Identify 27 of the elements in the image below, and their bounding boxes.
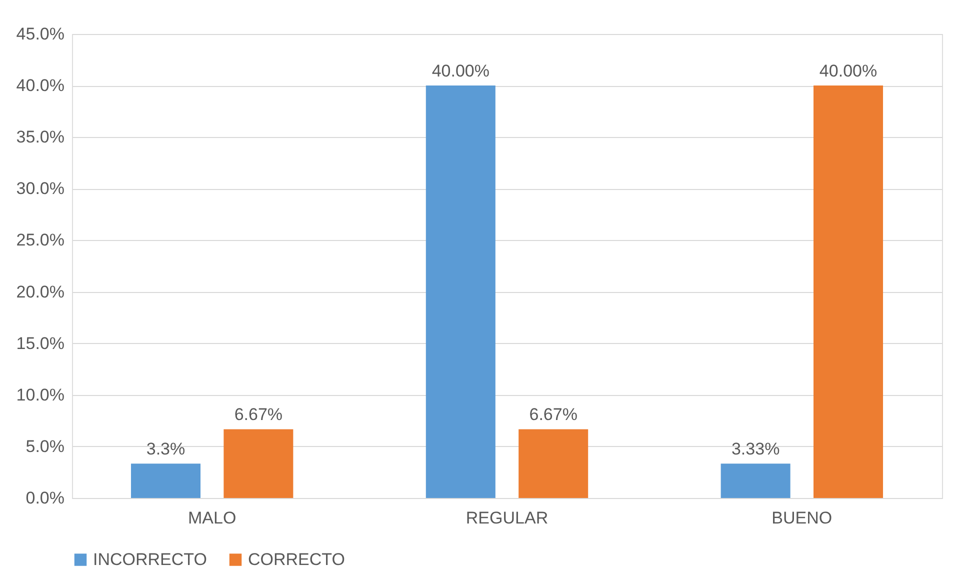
data-label: 3.33% [731, 440, 780, 459]
data-label: 40.00% [819, 62, 878, 81]
bar [720, 464, 790, 498]
legend-label: INCORRECTO [93, 550, 207, 569]
y-tick-label: 25.0% [16, 230, 64, 250]
bar [426, 86, 496, 498]
y-tick-label: 10.0% [16, 385, 64, 404]
x-tick-label: MALO [188, 508, 236, 528]
bar [130, 464, 200, 498]
x-tick-label: BUENO [772, 508, 832, 528]
y-tick-label: 20.0% [16, 282, 64, 302]
data-label: 3.3% [146, 440, 186, 459]
data-label: 40.00% [432, 62, 490, 81]
y-tick-label: 35.0% [16, 128, 64, 147]
data-label: 6.67% [234, 405, 283, 424]
y-tick-label: 45.0% [16, 24, 64, 44]
y-tick-label: 15.0% [16, 334, 64, 353]
bar [814, 86, 884, 498]
y-tick-label: 5.0% [26, 436, 64, 456]
y-tick-label: 0.0% [26, 488, 64, 508]
y-tick-label: 30.0% [16, 179, 64, 198]
y-tick-label: 40.0% [16, 76, 64, 96]
x-tick-label: REGULAR [466, 508, 548, 528]
legend-label: CORRECTO [248, 550, 345, 569]
data-label: 6.67% [529, 405, 578, 424]
bar [224, 429, 294, 498]
bar [518, 429, 588, 498]
